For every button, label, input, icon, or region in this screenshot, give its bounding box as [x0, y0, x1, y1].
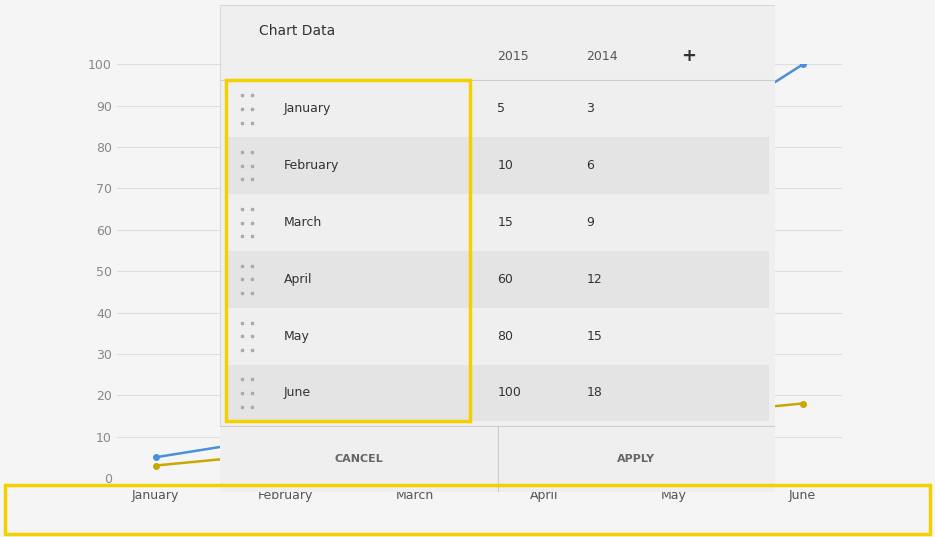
Bar	[225, 365, 770, 422]
Text: 15: 15	[497, 216, 513, 229]
Text: 10: 10	[497, 159, 513, 172]
Text: 100: 100	[497, 387, 522, 400]
Text: February: February	[284, 159, 339, 172]
Text: 2015: 2015	[497, 49, 529, 63]
Text: 2014: 2014	[586, 49, 618, 63]
Text: 60: 60	[497, 273, 513, 286]
Text: March: March	[284, 216, 322, 229]
Text: 12: 12	[586, 273, 602, 286]
Text: 80: 80	[497, 330, 513, 343]
Text: 5: 5	[497, 103, 506, 115]
Bar	[220, 427, 497, 492]
Bar	[497, 427, 775, 492]
Text: April: April	[284, 273, 312, 286]
Text: +: +	[681, 47, 696, 65]
Text: 3: 3	[586, 103, 594, 115]
Text: APPLY: APPLY	[617, 454, 655, 465]
Text: June: June	[284, 387, 311, 400]
Text: January: January	[284, 103, 331, 115]
Text: 18: 18	[586, 387, 602, 400]
Bar	[225, 137, 770, 194]
Text: Chart Data: Chart Data	[259, 25, 335, 39]
Text: 15: 15	[586, 330, 602, 343]
Text: +: +	[265, 432, 280, 450]
Text: CANCEL: CANCEL	[335, 454, 383, 465]
Text: May: May	[284, 330, 309, 343]
Text: 6: 6	[586, 159, 594, 172]
Text: 9: 9	[586, 216, 594, 229]
Bar	[225, 251, 770, 308]
